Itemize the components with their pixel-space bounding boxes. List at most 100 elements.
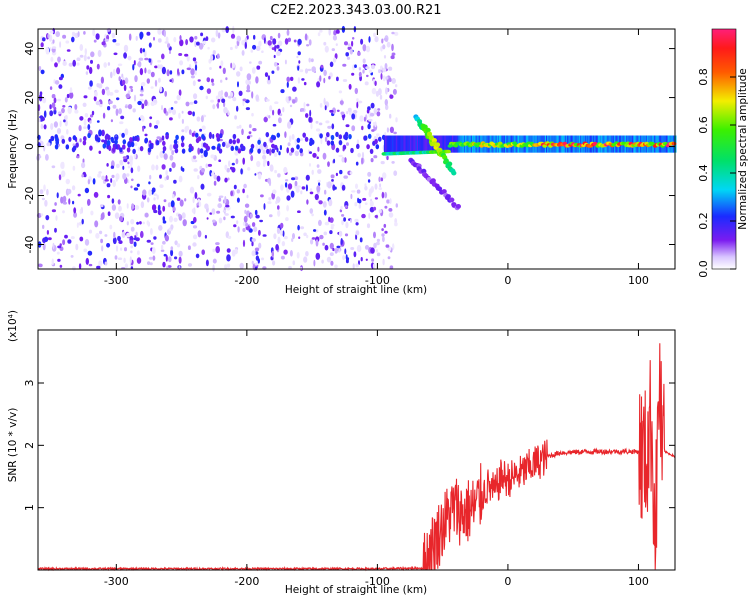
heatmap-frame [37, 28, 676, 270]
heatmap-noise-cell [85, 71, 89, 75]
heatmap-noise-cell [129, 256, 132, 264]
heatmap-noise-cell [386, 199, 390, 204]
heatmap-noise-cell [236, 35, 241, 42]
heatmap-noise-cell [158, 77, 161, 83]
heatmap-noise-cell [218, 197, 222, 202]
heatmap-noise-cell [208, 131, 212, 140]
heatmap-noise-cell [193, 100, 198, 104]
heatmap-noise-cell [230, 46, 233, 51]
heatmap-noise-cell [276, 66, 280, 71]
heatmap-noise-cell [73, 207, 77, 214]
heatmap-noise-cell [340, 205, 343, 210]
heatmap-noise-cell [380, 72, 383, 80]
heatmap-noise-cell [192, 225, 198, 229]
heatmap-noise-cell [393, 131, 397, 135]
heatmap-noise-cell [40, 42, 44, 48]
heatmap-noise-cell [112, 146, 116, 152]
heatmap-noise-cell [368, 188, 373, 194]
heatmap-noise-cell [156, 155, 159, 160]
heatmap-noise-cell [179, 35, 182, 41]
heatmap-noise-cell [236, 125, 240, 129]
heatmap-noise-cell [343, 217, 346, 222]
heatmap-noise-cell [76, 62, 80, 66]
heatmap-noise-cell [38, 104, 41, 112]
heatmap-noise-cell [224, 264, 228, 269]
heatmap-noise-cell [147, 147, 152, 153]
heatmap-noise-cell [178, 89, 182, 96]
heatmap-noise-cell [108, 100, 113, 104]
heatmap-noise-cell [226, 254, 231, 262]
heatmap-noise-cell [178, 53, 183, 56]
heatmap-noise-cell [376, 133, 380, 137]
heatmap-noise-cell [49, 86, 53, 90]
heatmap-noise-cell [49, 104, 52, 110]
heatmap-noise-cell [110, 119, 113, 123]
heatmap-noise-cell [349, 171, 353, 175]
heatmap-noise-cell [61, 138, 66, 144]
heatmap-noise-cell [309, 151, 312, 154]
heatmap-noise-cell [142, 126, 145, 132]
heatmap-noise-cell [95, 33, 100, 40]
heatmap-noise-cell [166, 69, 170, 77]
heatmap-noise-cell [94, 91, 98, 97]
heatmap-noise-cell [199, 85, 204, 91]
heatmap-noise-cell [329, 61, 334, 68]
heatmap-noise-cell [381, 228, 384, 232]
heatmap-noise-cell [384, 191, 388, 199]
heatmap-noise-cell [76, 57, 81, 61]
heatmap-x-tick-label: -300 [104, 274, 129, 287]
heatmap-noise-cell [305, 113, 309, 118]
heatmap-noise-cell [294, 180, 298, 187]
heatmap-noise-cell [260, 194, 264, 198]
heatmap-noise-cell [204, 203, 209, 210]
heatmap-noise-cell [42, 224, 45, 229]
heatmap-noise-cell [236, 105, 239, 112]
heatmap-noise-cell [254, 247, 260, 252]
heatmap-noise-cell [329, 230, 333, 235]
heatmap-noise-cell [71, 31, 76, 37]
heatmap-noise-cell [317, 179, 322, 183]
snr-plot-area [38, 330, 675, 570]
heatmap-noise-cell [50, 135, 55, 142]
heatmap-lower-branch-cell [436, 186, 443, 192]
heatmap-noise-cell [232, 139, 236, 145]
heatmap-noise-cell [338, 154, 343, 158]
heatmap-noise-cell [199, 148, 204, 154]
heatmap-noise-cell [342, 144, 347, 150]
heatmap-noise-cell [328, 216, 331, 223]
heatmap-noise-cell [389, 94, 394, 99]
heatmap-noise-cell [245, 222, 249, 227]
heatmap-noise-cell [173, 179, 177, 184]
heatmap-noise-cell [181, 212, 186, 219]
heatmap-noise-cell [358, 71, 362, 78]
heatmap-noise-cell [201, 249, 205, 255]
heatmap-noise-cell [300, 190, 303, 195]
heatmap-noise-cell [355, 234, 358, 240]
heatmap-noise-cell [65, 144, 70, 150]
heatmap-noise-cell [330, 140, 335, 146]
heatmap-noise-cell [134, 135, 138, 141]
heatmap-noise-cell [303, 256, 308, 263]
heatmap-noise-cell [245, 107, 250, 111]
heatmap-noise-cell [146, 31, 151, 36]
heatmap-noise-cell [43, 184, 46, 192]
heatmap-noise-cell [265, 40, 268, 45]
heatmap-noise-cell [216, 175, 221, 182]
heatmap-noise-cell [197, 175, 200, 180]
heatmap-noise-cell [89, 80, 93, 87]
heatmap-noise-cell [342, 255, 346, 261]
heatmap-noise-cell [315, 252, 321, 260]
heatmap-noise-cell [155, 164, 159, 171]
heatmap-noise-cell [172, 194, 175, 199]
heatmap-noise-cell [83, 248, 88, 253]
heatmap-noise-cell [290, 147, 295, 153]
heatmap-noise-cell [116, 67, 121, 75]
heatmap-noise-cell [70, 255, 74, 258]
heatmap-noise-cell [148, 42, 152, 48]
heatmap-noise-cell [202, 40, 207, 45]
heatmap-noise-cell [159, 86, 163, 93]
heatmap-noise-cell [276, 44, 280, 49]
heatmap-noise-cell [190, 68, 195, 76]
heatmap-noise-cell [225, 144, 229, 149]
heatmap-noise-cell [42, 242, 46, 251]
